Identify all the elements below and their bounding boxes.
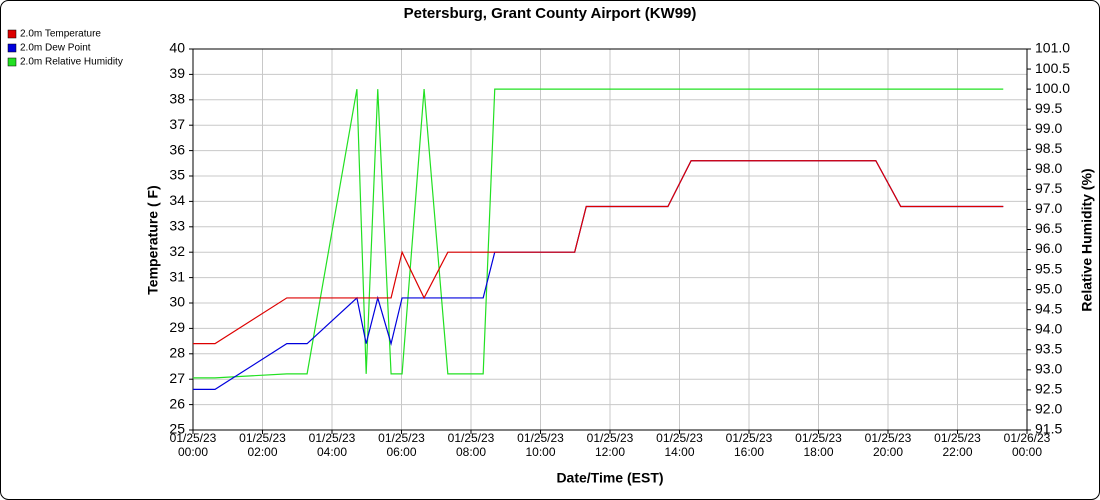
x-tick-label: 01/25/23 18:00	[795, 431, 842, 459]
x-tick-label: 01/25/23 08:00	[448, 431, 495, 459]
y-tick-label: 40	[169, 40, 185, 56]
y2-tick-label: 98.5	[1035, 140, 1062, 156]
y2-axis-label: Relative Humidity (%)	[1079, 168, 1095, 311]
y2-tick-label: 97.0	[1035, 200, 1062, 216]
y-tick-label: 39	[169, 65, 185, 81]
y-tick-label: 25	[169, 421, 185, 437]
y2-tick-label: 93.5	[1035, 340, 1062, 356]
y-tick-label: 28	[169, 345, 185, 361]
y2-tick-label: 96.0	[1035, 240, 1062, 256]
y2-tick-label: 98.0	[1035, 160, 1062, 176]
y-tick-label: 30	[169, 294, 185, 310]
y2-tick-label: 93.0	[1035, 361, 1062, 377]
y2-tick-label: 99.0	[1035, 120, 1062, 136]
x-axis-label: Date/Time (EST)	[556, 470, 663, 486]
plot-frame	[192, 48, 1028, 431]
x-tick-label: 01/25/23 02:00	[239, 431, 286, 459]
y-tick-label: 26	[169, 395, 185, 411]
x-tick-label: 01/25/23 06:00	[378, 431, 425, 459]
y-axis-label: Temperature ( F)	[145, 185, 161, 294]
y-tick-label: 35	[169, 167, 185, 183]
y-tick-label: 34	[169, 192, 185, 208]
x-tick-label: 01/25/23 10:00	[517, 431, 564, 459]
y2-tick-label: 100.5	[1035, 60, 1070, 76]
y-tick-label: 36	[169, 141, 185, 157]
y2-tick-label: 92.5	[1035, 381, 1062, 397]
y2-tick-label: 95.5	[1035, 260, 1062, 276]
y2-tick-label: 94.0	[1035, 320, 1062, 336]
y2-tick-label: 97.5	[1035, 180, 1062, 196]
chart-title: Petersburg, Grant County Airport (KW99)	[404, 5, 697, 22]
x-tick-label: 01/25/23 14:00	[656, 431, 703, 459]
x-tick-label: 01/25/23 12:00	[587, 431, 634, 459]
legend-swatch	[7, 29, 17, 39]
legend-label: 2.0m Relative Humidity	[20, 57, 123, 68]
y-tick-label: 32	[169, 243, 185, 259]
y-tick-label: 38	[169, 91, 185, 107]
legend-swatch	[7, 43, 17, 53]
y2-tick-label: 96.5	[1035, 220, 1062, 236]
x-tick-label: 01/25/23 04:00	[309, 431, 356, 459]
y2-tick-label: 91.5	[1035, 421, 1062, 437]
y-tick-label: 27	[169, 370, 185, 386]
series-line	[193, 160, 1004, 345]
y2-tick-label: 99.5	[1035, 100, 1062, 116]
x-tick-label: 01/25/23 20:00	[865, 431, 912, 459]
legend-label: 2.0m Dew Point	[20, 43, 91, 54]
y-tick-label: 29	[169, 319, 185, 335]
y2-tick-label: 92.0	[1035, 401, 1062, 417]
x-tick-label: 01/25/23 22:00	[934, 431, 981, 459]
series-line	[193, 88, 1004, 379]
x-tick-label: 01/25/23 00:00	[170, 431, 217, 459]
x-tick-label: 01/25/23 16:00	[726, 431, 773, 459]
y2-tick-label: 94.5	[1035, 300, 1062, 316]
x-tick-label: 01/26/23 00:00	[1004, 431, 1051, 459]
legend-label: 2.0m Temperature	[20, 29, 101, 40]
legend-swatch	[7, 57, 17, 67]
y2-tick-label: 95.0	[1035, 280, 1062, 296]
y-tick-label: 33	[169, 218, 185, 234]
y-tick-label: 37	[169, 116, 185, 132]
y2-tick-label: 101.0	[1035, 40, 1070, 56]
y2-tick-label: 100.0	[1035, 80, 1070, 96]
y-tick-label: 31	[169, 268, 185, 284]
